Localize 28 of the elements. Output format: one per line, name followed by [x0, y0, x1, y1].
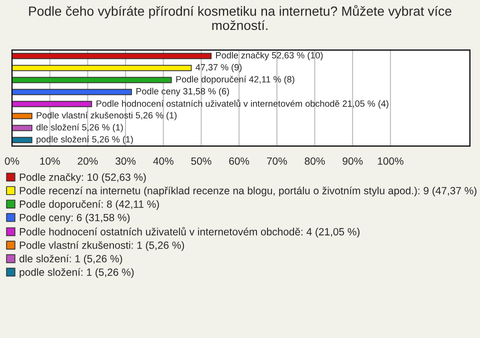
legend-label: Podle ceny: 6 (31,58 %): [20, 214, 130, 224]
x-tick-label: 50%: [191, 157, 212, 165]
legend-label: Podle hodnocení ostatních uživatelů v internetovém obchodě: 4 (21,05 %): [20, 226, 360, 238]
legend-label: dle složení: 1 (5,26 %): [20, 254, 122, 264]
chart-title: Podle čeho vybíráte přírodní kosmetiku na internetu? Můžete vybrat více možností.: [29, 5, 452, 30]
data-label: Podle značky 52,63 % (10): [216, 52, 323, 60]
legend-label: Podle doporučení: 8 (42,11 %): [20, 200, 159, 210]
legend-label: Podle vlastní zkušenosti: 1 (5,26 %): [20, 241, 184, 251]
legend-label: Podle značky: 10 (52,63 %): [20, 173, 146, 183]
data-label: Podle ceny 31,58 % (6): [136, 88, 229, 96]
x-tick-label: 40%: [153, 157, 174, 165]
data-label: dle složení 5,26 % (1): [36, 124, 123, 132]
x-tick-label: 100%: [378, 157, 404, 165]
data-label: Podle hodnocení ostatních uživatelů v internetovém obchodě 21,05 % (4): [96, 99, 388, 109]
data-label: podle složení 5,26 % (1): [36, 136, 133, 144]
legend-label: Podle recenzí na internetu (například recenze na blogu, portálu o životním stylu apod.): 9 (47,37 %): [20, 186, 476, 196]
data-label: Podle doporučení 42,11 % (8): [176, 76, 294, 84]
x-tick-label: 10%: [40, 157, 60, 165]
data-label: 47,37 % (9): [196, 64, 242, 72]
x-tick-label: 70%: [267, 157, 287, 165]
x-tick-label: 60%: [229, 157, 250, 165]
data-label: Podle vlastní zkušenosti 5,26 % (1): [36, 112, 177, 120]
legend-label: podle složení: 1 (5,26 %): [20, 268, 134, 278]
x-tick-label: 30%: [116, 157, 136, 165]
x-tick-label: 20%: [78, 157, 98, 165]
x-tick-label: 90%: [342, 157, 363, 165]
x-tick-label: 80%: [304, 157, 325, 165]
x-tick-label: 0%: [4, 157, 20, 165]
